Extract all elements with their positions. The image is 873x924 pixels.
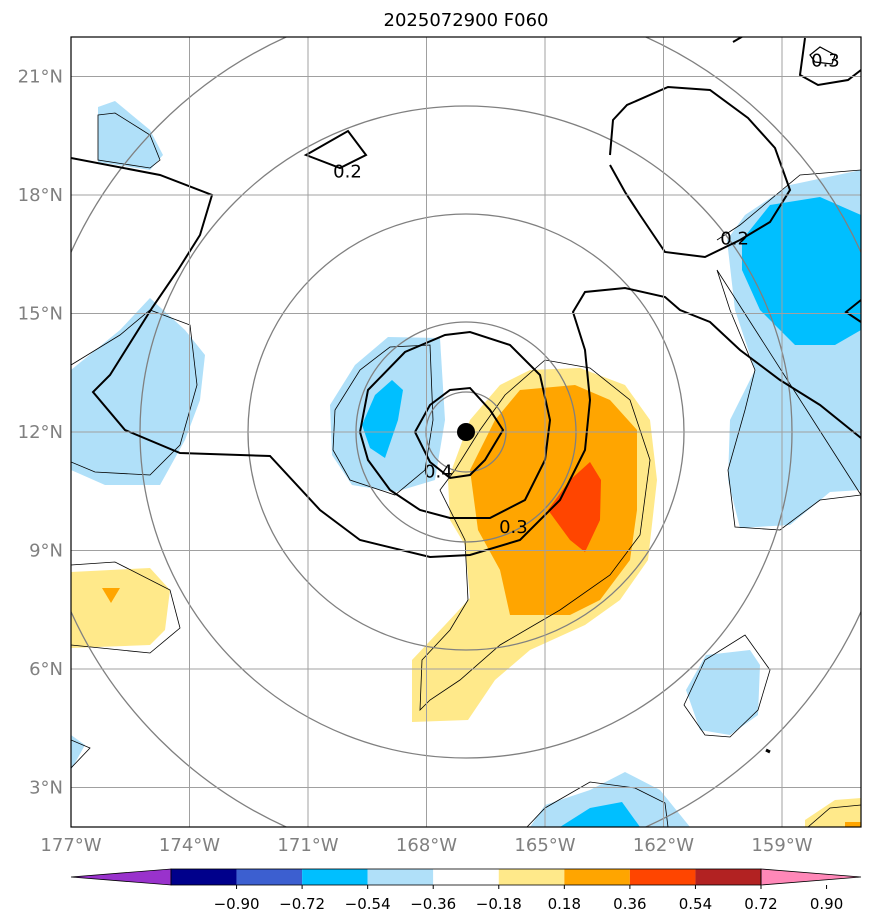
colorbar-extend-high [760,868,862,886]
plot-frame [70,36,862,828]
shade-region-sw [71,568,170,648]
shade-region-west [71,298,205,485]
colorbar-tick-label: 0.90 [810,895,843,913]
contour-0p3-center [358,330,552,519]
contour-0p2-ne [609,85,792,259]
contour-0p2-main [71,157,861,559]
thin-outline-contours [71,112,861,827]
contour-island-2 [809,46,836,65]
colorbar-bin [498,869,565,885]
center-marker [457,423,475,441]
axis-ticks: 177°W 174°W 171°W 168°W 165°W 162°W 159°W 21°N 1… [18,67,813,857]
colorbar-tick-label: 0.18 [548,895,581,913]
thick-contours [71,37,861,754]
contour-label: 0.3 [499,517,528,538]
contour-label: 0.2 [333,161,362,182]
y-tick-label: 9°N [29,541,63,562]
colorbar-tick-label: −0.54 [345,895,391,913]
colorbar-tick-label: −0.36 [410,895,456,913]
y-tick-label: 21°N [18,67,63,88]
colorbar-bin [367,869,434,885]
colorbar-tick-label: −0.90 [214,895,260,913]
shade-region-center-core [362,380,403,458]
x-tick-label: 174°W [159,835,220,856]
positive-anomaly-strong [548,462,601,552]
contour-0p3-edge [844,299,861,323]
contour-island-1 [732,37,744,43]
x-tick-label: 171°W [277,835,338,856]
contour-label-text: 0.4 [424,462,453,483]
shade-region-south [530,772,690,827]
colorbar-tick-label: 0.72 [744,895,777,913]
map-area: 0.2 0.2 0.3 0.4 0.3 [71,37,861,827]
y-tick-label: 15°N [18,304,63,325]
x-tick-label: 159°W [751,835,812,856]
shade-region-center-orange [470,385,637,615]
colorbar-tick-label: −0.18 [476,895,522,913]
shade-region-sw-dot [102,588,120,603]
colorbar-bin [171,869,237,885]
contour-label-text: 0.3 [811,51,840,72]
y-tick-label: 12°N [18,422,63,443]
shade-region-nw [98,101,163,170]
y-tick-label: 18°N [18,185,63,206]
colorbar-tick-label: 0.36 [613,895,646,913]
contour-label-text: 0.2 [333,161,362,182]
shade-region-east-core [742,197,861,345]
colorbar-bin [302,869,368,885]
shade-region-sw-edge [71,735,85,770]
x-tick-label: 177°W [40,835,101,856]
colorbar-bin [629,869,696,885]
colorbar-bin [695,869,761,885]
y-tick-label: 3°N [29,778,63,799]
positive-anomaly-medium [102,385,861,827]
x-tick-label: 165°W [514,835,575,856]
shade-region-se-corner [805,798,861,827]
colorbar-tick-label: −0.72 [279,895,325,913]
contour-label: 0.2 [720,228,749,249]
contour-0p4-center [413,386,505,480]
x-tick-label: 162°W [633,835,694,856]
shade-region-se-dot [845,822,861,827]
colorbar-bin [564,869,630,885]
shade-region-southeast [686,650,760,735]
colorbar-extend-low [70,868,172,886]
contour-label: 0.3 [811,51,840,72]
shade-region-south-core [560,802,640,827]
contour-labels: 0.2 0.2 0.3 0.4 0.3 [333,51,840,538]
shade-region-center-red [548,462,601,552]
chart-title: 2025072900 F060 [384,10,549,31]
colorbar: −0.90 −0.72 −0.54 −0.36 −0.18 0.18 0.36 0.54 0.7… [70,868,862,913]
x-tick-label: 168°W [396,835,457,856]
colorbar-bin [236,869,303,885]
colorbar-bin [433,869,499,885]
contour-0p2-north [303,129,368,170]
contour-label-text: 0.3 [499,517,528,538]
contour-label-text: 0.2 [720,228,749,249]
colorbar-tick-label: 0.54 [679,895,712,913]
contour-label: 0.4 [424,462,453,483]
colorbar-frame [170,868,762,886]
negative-anomaly-medium [362,197,861,827]
y-tick-label: 6°N [29,659,63,680]
contour-dot-se [765,748,771,754]
